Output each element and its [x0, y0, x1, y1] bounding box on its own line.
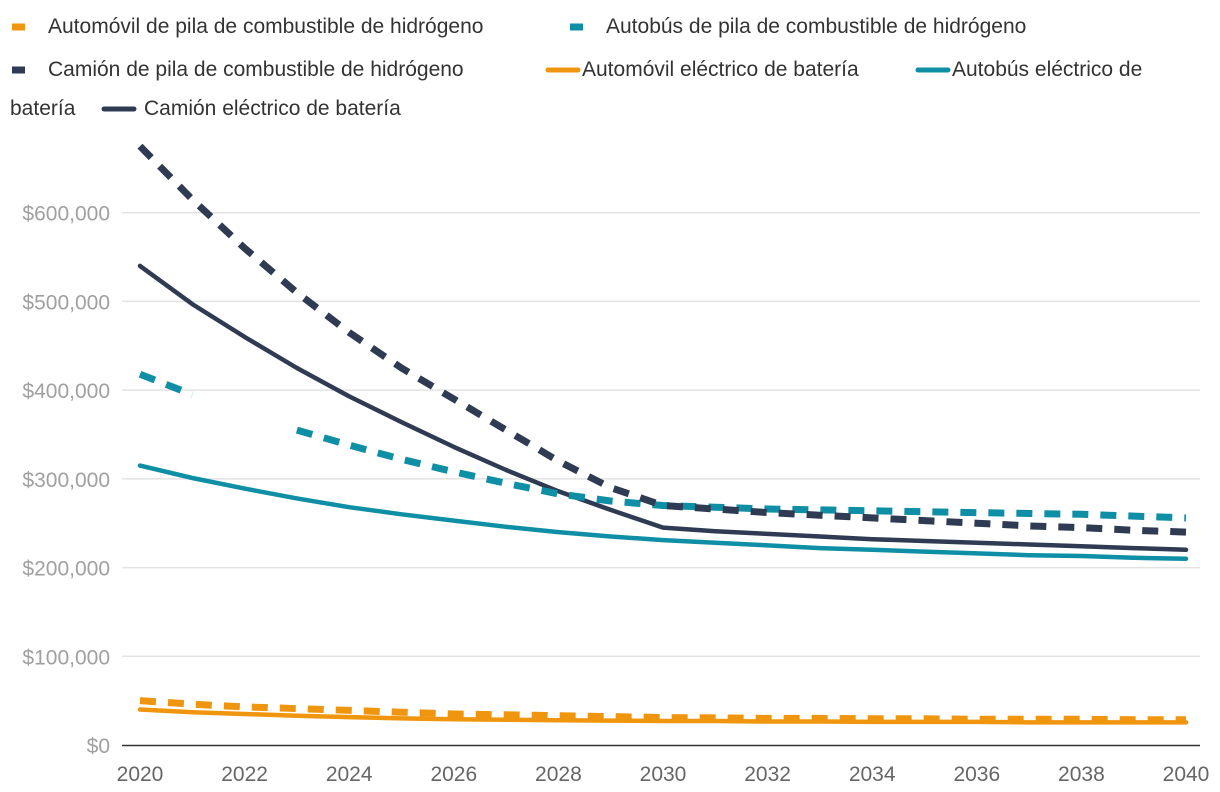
x-tick-label: 2038 — [1058, 763, 1105, 786]
x-tick-label: 2030 — [640, 763, 687, 786]
x-tick-label: 2028 — [535, 763, 582, 786]
series-line-3 — [137, 707, 1189, 725]
series-line-1 — [138, 370, 1187, 522]
y-axis: $0 $100,000 $200,000 $300,000 $400,000 $500,0… — [22, 203, 110, 758]
legend: Automóvil de pila de combustible de hidr… — [10, 15, 1142, 120]
y-tick-label: $200,000 — [22, 558, 110, 581]
legend-label: Camión de pila de combustible de hidróge… — [48, 58, 464, 81]
y-tick-label: $400,000 — [22, 380, 110, 403]
legend-entry-2: Camión de pila de combustible de hidróge… — [12, 58, 464, 81]
x-tick-label: 2024 — [326, 763, 373, 786]
legend-label: Camión eléctrico de batería — [144, 97, 401, 120]
legend-entry-4: Autobús eléctrico de batería — [10, 58, 1142, 120]
series-line-4 — [137, 463, 1189, 561]
y-tick-label: $600,000 — [22, 203, 110, 226]
series-lines — [137, 143, 1189, 725]
x-tick-label: 2026 — [430, 763, 477, 786]
x-axis: 2020 2022 2024 2026 2028 2030 2032 2034 2036 2038… — [117, 763, 1210, 786]
x-tick-label: 2032 — [744, 763, 791, 786]
x-tick-label: 2022 — [221, 763, 268, 786]
series-line-5 — [137, 263, 1189, 553]
series-line-2 — [137, 143, 1187, 536]
legend-entry-5: Camión eléctrico de batería — [101, 97, 401, 120]
legend-entry-1: Autobús de pila de combustible de hidróg… — [570, 15, 1026, 38]
legend-entry-0: Automóvil de pila de combustible de hidr… — [12, 15, 483, 38]
legend-label: Automóvil eléctrico de batería — [582, 58, 859, 81]
x-tick-label: 2034 — [849, 763, 896, 786]
series-line-0 — [139, 697, 1186, 724]
x-tick-label: 2020 — [117, 763, 164, 786]
legend-label-continued: batería — [10, 97, 76, 120]
legend-label: Automóvil de pila de combustible de hidr… — [48, 15, 483, 38]
legend-entry-3: Automóvil eléctrico de batería — [545, 58, 859, 81]
legend-label: Autobús de pila de combustible de hidróg… — [606, 15, 1026, 38]
gridlines — [122, 211, 1200, 658]
y-tick-label: $500,000 — [22, 291, 110, 314]
legend-label: Autobús eléctrico de — [952, 58, 1142, 81]
y-tick-label: $300,000 — [22, 469, 110, 492]
x-tick-label: 2036 — [953, 763, 1000, 786]
x-tick-label: 2040 — [1163, 763, 1210, 786]
y-tick-label: $100,000 — [22, 646, 110, 669]
y-tick-label: $0 — [87, 735, 110, 758]
